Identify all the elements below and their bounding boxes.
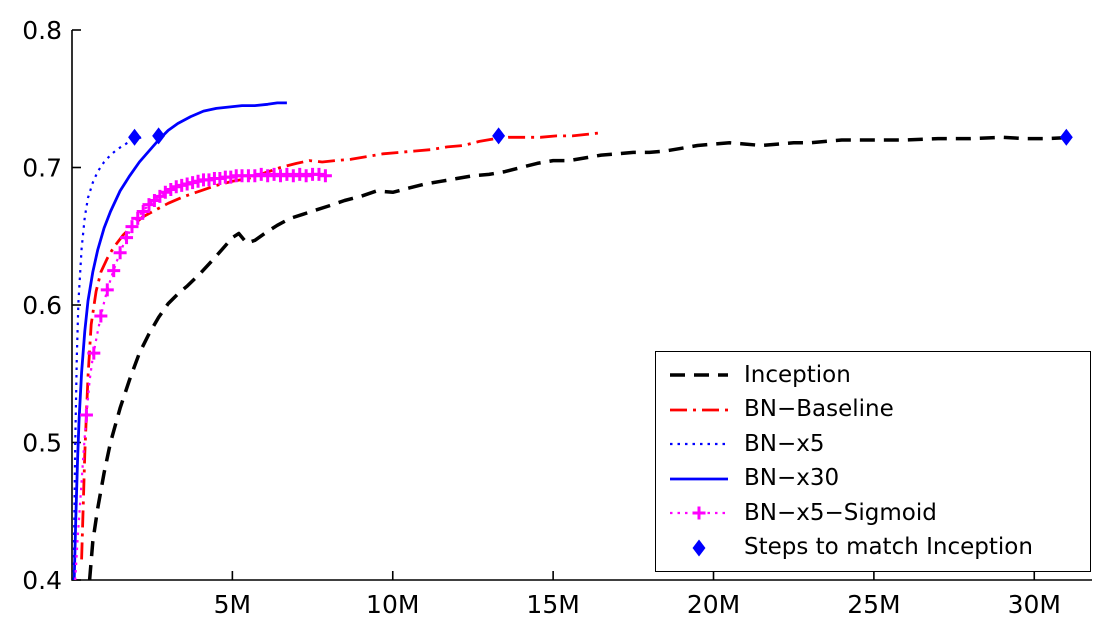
y-tick-label: 0.5: [22, 429, 62, 458]
legend-swatch-steps-to-match-inception: [692, 539, 706, 557]
legend-label-bn-baseline: BN−Baseline: [744, 396, 894, 423]
x-tick-label: 5M: [214, 590, 251, 619]
plus-marker: [125, 220, 139, 234]
x-tick-label: 10M: [366, 590, 419, 619]
legend-swatch-bn-x5: [670, 443, 728, 446]
plus-marker: [107, 264, 121, 278]
y-tick-label: 0.7: [22, 154, 62, 183]
diamond-marker: [1059, 128, 1073, 146]
plus-marker: [100, 283, 114, 297]
series-line-bn-x5-sigmoid: [74, 173, 328, 581]
legend-entry-bn-x5-sigmoid: BN−x5−Sigmoid: [668, 497, 1078, 529]
legend-label-bn-x30: BN−x30: [744, 465, 840, 492]
plus-marker: [692, 506, 706, 520]
series-line-bn-x5: [72, 136, 143, 581]
series-line-bn-x30: [72, 101, 287, 581]
plus-marker: [120, 231, 134, 245]
x-tick-label: 30M: [1008, 590, 1061, 619]
legend-label-inception: Inception: [744, 361, 851, 388]
legend-swatch-bn-baseline: [670, 408, 728, 412]
x-tick-label: 25M: [847, 590, 900, 619]
plus-marker: [79, 408, 93, 422]
y-tick-label: 0.8: [22, 16, 62, 45]
plus-marker: [113, 246, 127, 260]
plus-marker: [131, 211, 145, 225]
series-line-inception: [87, 135, 1073, 581]
legend: Inception BN−Baseline BN−x5 BN−x30 BN−x5…: [655, 351, 1091, 572]
legend-entry-bn-x30: BN−x30: [668, 463, 1078, 495]
diamond-marker: [492, 127, 506, 145]
plus-marker: [94, 309, 108, 323]
y-tick-label: 0.6: [22, 291, 62, 320]
plus-marker: [87, 346, 101, 360]
series-bn-x5: [72, 136, 143, 581]
plus-marker: [136, 205, 150, 218]
plus-marker: [318, 169, 332, 183]
legend-swatch-inception: [670, 373, 728, 377]
diamond-marker: [128, 128, 142, 146]
series-bn-x5-sigmoid: [74, 167, 332, 581]
series-bn-x30: [72, 101, 287, 581]
series-inception: [87, 135, 1073, 581]
diamond-marker: [692, 539, 706, 557]
legend-swatch-bn-x30: [670, 477, 728, 481]
x-tick-label: 15M: [526, 590, 579, 619]
x-tick-label: 20M: [687, 590, 740, 619]
legend-label-bn-x5-sigmoid: BN−x5−Sigmoid: [744, 499, 937, 526]
legend-entry-inception: Inception: [668, 359, 1078, 391]
diamond-marker: [152, 127, 166, 145]
legend-entry-bn-baseline: BN−Baseline: [668, 394, 1078, 426]
series-steps-to-match-inception: [128, 127, 1073, 146]
legend-label-bn-x5: BN−x5: [744, 430, 825, 457]
legend-swatch-bn-x5-sigmoid: [670, 506, 728, 520]
y-tick-label: 0.4: [22, 566, 62, 595]
legend-entry-bn-x5: BN−x5: [668, 428, 1078, 460]
legend-label-steps-to-match-inception: Steps to match Inception: [744, 534, 1033, 561]
legend-entry-steps-to-match-inception: Steps to match Inception: [668, 532, 1078, 564]
